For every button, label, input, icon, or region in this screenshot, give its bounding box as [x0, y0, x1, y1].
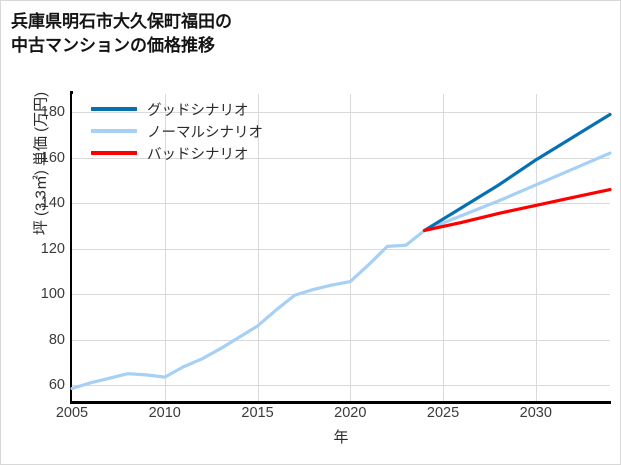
x-tick-label: 2020	[334, 405, 367, 421]
gridline-vertical	[257, 94, 259, 401]
x-axis-line	[70, 401, 611, 404]
x-tick-label: 2015	[241, 405, 274, 421]
gridline-vertical	[535, 94, 537, 401]
legend-color-swatch	[91, 129, 137, 133]
y-tick-labels: 60 80 100 120 140 160 180	[1, 1, 65, 464]
y-tick-label: 140	[40, 195, 65, 212]
gridline-horizontal	[72, 385, 610, 387]
gridline-horizontal	[72, 339, 610, 341]
legend-item[interactable]: バッドシナリオ	[91, 142, 263, 164]
chart-legend: グッドシナリオ ノーマルシナリオ バッドシナリオ	[87, 93, 269, 170]
y-axis-title: 坪 (3.3㎡) 単価 (万円)	[32, 91, 50, 236]
gridline-horizontal	[72, 203, 610, 205]
plot-background	[72, 94, 610, 401]
y-tick-label: 160	[40, 149, 65, 166]
gridline-vertical	[350, 94, 352, 401]
x-tick-label: 2025	[426, 405, 460, 421]
legend-color-swatch	[91, 151, 137, 155]
legend-item-label: グッドシナリオ	[147, 102, 249, 119]
x-tick-label: 2030	[519, 405, 552, 421]
y-tick-label: 80	[48, 331, 65, 348]
gridline-horizontal	[72, 294, 610, 296]
gridline-horizontal	[72, 112, 610, 114]
series-line	[422, 187, 612, 233]
plot-area	[70, 94, 612, 401]
legend-color-swatch	[91, 107, 137, 111]
gridline-horizontal	[72, 157, 610, 159]
legend-item[interactable]: グッドシナリオ	[91, 98, 263, 120]
y-tick-label: 180	[40, 104, 65, 121]
y-axis-line	[70, 91, 73, 404]
y-tick-label: 100	[40, 286, 65, 303]
x-axis-title: 年	[333, 429, 349, 446]
gridline-vertical	[443, 94, 445, 401]
gridline-horizontal	[72, 248, 610, 250]
gridline-vertical	[164, 94, 166, 401]
series-lines	[70, 112, 612, 391]
x-tick-label: 2005	[55, 405, 89, 421]
series-line	[70, 151, 612, 391]
y-tick-label: 120	[40, 240, 65, 257]
legend-item-label: バッドシナリオ	[147, 146, 249, 163]
legend-item[interactable]: ノーマルシナリオ	[91, 120, 263, 142]
legend-item-label: ノーマルシナリオ	[147, 124, 263, 141]
page-title: 兵庫県明石市大久保町福田の 中古マンションの価格推移	[11, 12, 232, 56]
series-line	[422, 112, 612, 233]
x-tick-label: 2010	[148, 405, 181, 421]
y-tick-label: 60	[48, 377, 65, 394]
